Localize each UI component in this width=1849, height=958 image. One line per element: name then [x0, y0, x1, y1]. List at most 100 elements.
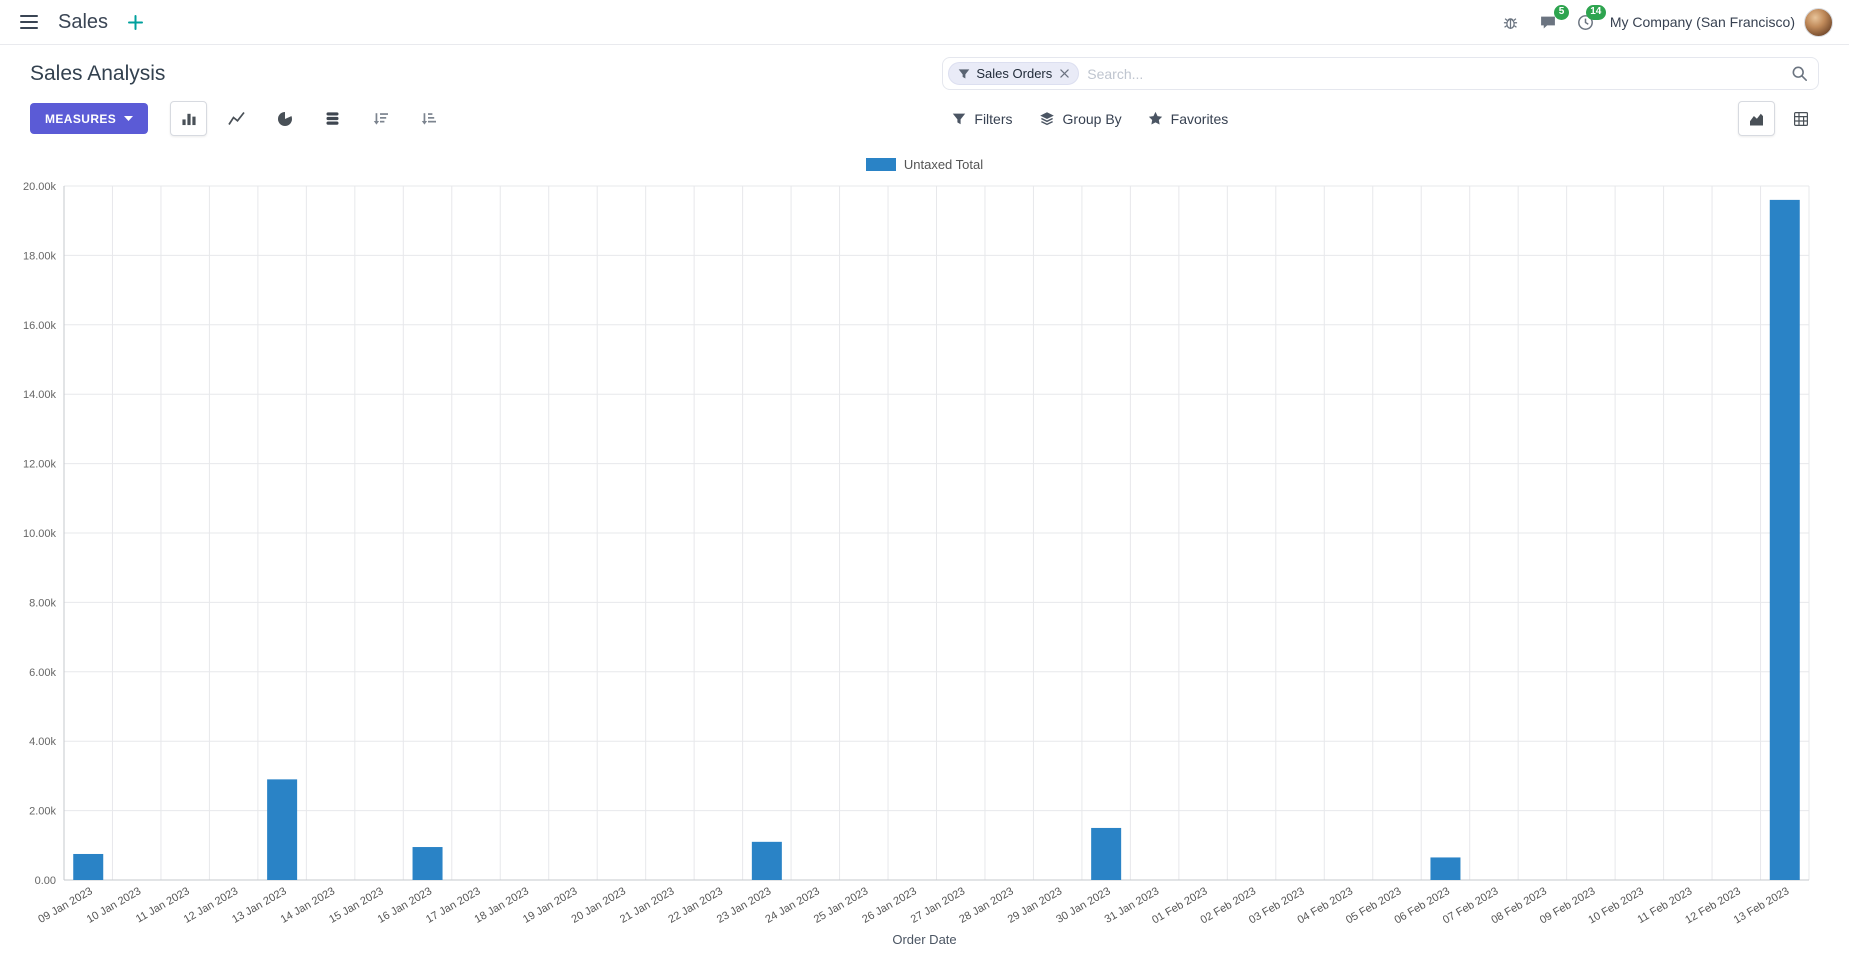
svg-text:17 Jan 2023: 17 Jan 2023 [424, 885, 482, 926]
bar-chart-icon [182, 113, 196, 126]
messages-button[interactable]: 5 [1535, 4, 1569, 35]
svg-text:21 Jan 2023: 21 Jan 2023 [618, 885, 676, 926]
measures-label: MEASURES [45, 111, 117, 126]
search-facet-sales-orders[interactable]: Sales Orders [948, 62, 1080, 85]
navbar-left: Sales [16, 11, 147, 34]
svg-text:28 Jan 2023: 28 Jan 2023 [957, 885, 1015, 926]
svg-text:14 Jan 2023: 14 Jan 2023 [279, 885, 337, 926]
bug-icon [1503, 17, 1517, 29]
svg-text:23 Jan 2023: 23 Jan 2023 [715, 885, 773, 926]
legend-label: Untaxed Total [903, 156, 984, 172]
sort-descending-button[interactable] [362, 101, 399, 136]
stacked-icon [326, 112, 339, 125]
messages-badge: 5 [1554, 4, 1569, 20]
pie-chart-button[interactable] [266, 101, 303, 136]
hamburger-icon [20, 15, 38, 29]
svg-text:8.00k: 8.00k [29, 597, 56, 609]
svg-text:13 Feb 2023: 13 Feb 2023 [1732, 885, 1792, 926]
bar-chart-button[interactable] [170, 101, 208, 136]
search-icon[interactable] [1791, 65, 1808, 82]
search-bar[interactable]: Sales Orders [942, 57, 1819, 90]
stacked-toggle-button[interactable] [314, 101, 351, 136]
svg-text:30 Jan 2023: 30 Jan 2023 [1054, 885, 1112, 926]
navbar-right: 5 14 My Company (San Francisco) [1498, 4, 1833, 37]
favorites-button[interactable]: Favorites [1138, 105, 1239, 133]
chart-area: Untaxed Total 0.00 2.00k 4.00k 6.00k 8.00k 10… [0, 146, 1849, 958]
layers-icon [1039, 111, 1054, 125]
line-chart-icon [228, 111, 245, 125]
chat-icon [1540, 16, 1555, 28]
plus-icon [128, 14, 144, 30]
filter-facet-icon [959, 68, 970, 79]
user-menu[interactable]: My Company (San Francisco) [1609, 7, 1833, 37]
sort-ascending-icon [421, 112, 436, 125]
breadcrumb-search-row: Sales Analysis Sales Orders [30, 57, 1819, 90]
debug-button[interactable] [1498, 10, 1523, 35]
view-switcher [1738, 101, 1819, 136]
svg-text:20 Jan 2023: 20 Jan 2023 [569, 885, 627, 926]
svg-text:2.00k: 2.00k [29, 806, 56, 818]
measures-button[interactable]: MEASURES [30, 103, 149, 134]
svg-text:26 Jan 2023: 26 Jan 2023 [860, 885, 918, 926]
control-panel: Sales Analysis Sales Orders MEASURES [0, 45, 1849, 146]
pivot-view-button[interactable] [1782, 101, 1819, 136]
svg-text:13 Jan 2023: 13 Jan 2023 [230, 885, 288, 926]
svg-text:10 Feb 2023: 10 Feb 2023 [1586, 885, 1646, 926]
user-avatar [1804, 7, 1833, 37]
svg-text:18.00k: 18.00k [23, 250, 57, 262]
filters-label: Filters [974, 110, 1013, 127]
chevron-down-icon [124, 116, 134, 121]
star-icon [1148, 111, 1162, 125]
svg-text:16.00k: 16.00k [23, 320, 57, 332]
svg-text:10.00k: 10.00k [23, 528, 57, 540]
chart-legend: Untaxed Total [14, 152, 1835, 176]
app-name[interactable]: Sales [58, 10, 109, 33]
svg-text:24 Jan 2023: 24 Jan 2023 [763, 885, 821, 926]
svg-text:0.00: 0.00 [35, 875, 56, 887]
svg-text:14.00k: 14.00k [23, 389, 57, 401]
group-by-button[interactable]: Group By [1029, 105, 1132, 133]
svg-text:27 Jan 2023: 27 Jan 2023 [909, 885, 967, 926]
facet-remove-button[interactable] [1060, 69, 1069, 78]
search-facet-label: Sales Orders [976, 66, 1053, 81]
pivot-table-icon [1793, 111, 1808, 126]
page-title: Sales Analysis [30, 61, 166, 85]
svg-text:19 Jan 2023: 19 Jan 2023 [521, 885, 579, 926]
apps-menu-button[interactable] [16, 11, 42, 33]
svg-text:10 Jan 2023: 10 Jan 2023 [85, 885, 143, 926]
svg-text:4.00k: 4.00k [29, 736, 56, 748]
svg-text:09 Jan 2023: 09 Jan 2023 [36, 885, 94, 926]
x-axis-title: Order Date [892, 932, 957, 947]
pie-chart-icon [277, 111, 292, 126]
filters-button[interactable]: Filters [942, 105, 1022, 133]
chart-type-group [170, 101, 447, 136]
search-options-row: Filters Group By Favorites [942, 101, 1819, 136]
search-input[interactable] [1087, 65, 1783, 82]
sales-analysis-bar-chart[interactable]: 0.00 2.00k 4.00k 6.00k 8.00k 10.00k 12.00k 14.0… [14, 176, 1835, 932]
filter-icon [953, 113, 966, 124]
svg-text:12 Jan 2023: 12 Jan 2023 [182, 885, 240, 926]
activities-badge: 14 [1585, 4, 1606, 20]
top-navbar: Sales 5 14 My Company (San Francisco) [0, 0, 1849, 45]
close-icon [1060, 69, 1069, 78]
svg-text:20.00k: 20.00k [23, 181, 57, 193]
sort-ascending-button[interactable] [410, 101, 447, 136]
legend-swatch [865, 157, 896, 171]
graph-view-button[interactable] [1738, 101, 1775, 136]
toolbar-row: MEASURES [30, 101, 1819, 136]
line-chart-button[interactable] [218, 101, 255, 136]
svg-text:12.00k: 12.00k [23, 459, 57, 471]
activities-button[interactable]: 14 [1573, 4, 1606, 35]
svg-text:15 Jan 2023: 15 Jan 2023 [327, 885, 385, 926]
group-by-label: Group By [1062, 110, 1122, 127]
company-name: My Company (San Francisco) [1609, 14, 1795, 30]
area-chart-icon [1750, 113, 1763, 125]
svg-text:22 Jan 2023: 22 Jan 2023 [666, 885, 724, 926]
chart-toolbar: MEASURES [30, 101, 942, 136]
favorites-label: Favorites [1170, 110, 1229, 127]
svg-text:18 Jan 2023: 18 Jan 2023 [473, 885, 531, 926]
new-tab-button[interactable] [124, 11, 147, 34]
svg-text:29 Jan 2023: 29 Jan 2023 [1006, 885, 1064, 926]
clock-icon [1577, 14, 1593, 30]
svg-text:16 Jan 2023: 16 Jan 2023 [376, 885, 434, 926]
